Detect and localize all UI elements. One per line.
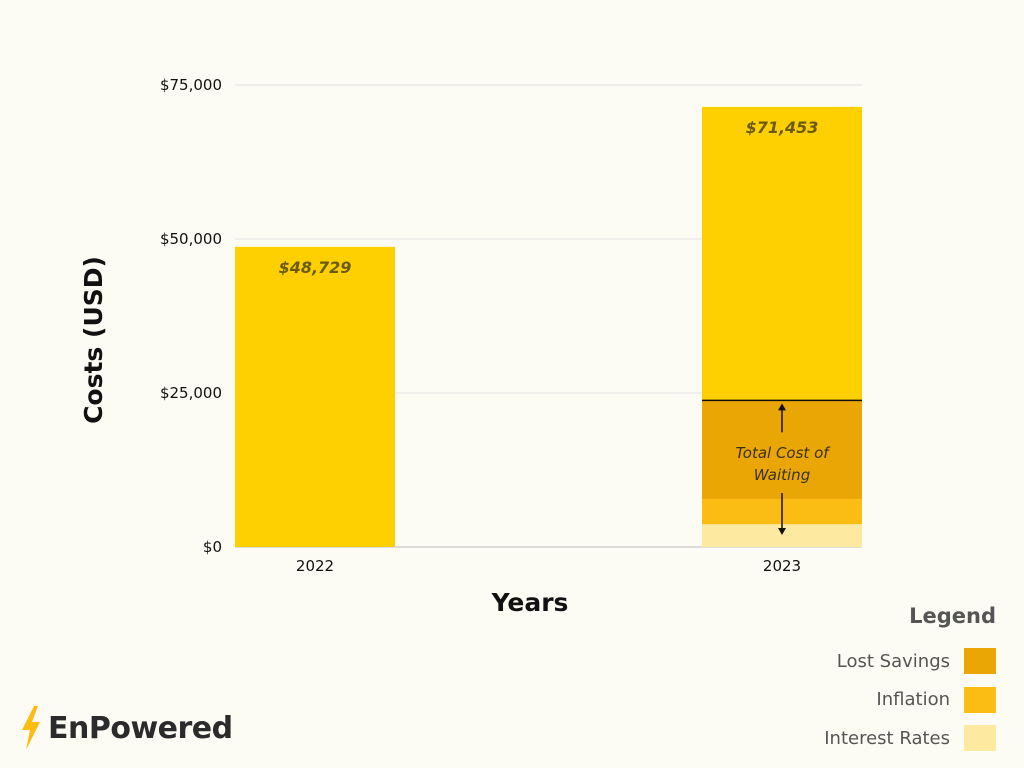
bar-segment bbox=[702, 106, 862, 401]
legend-item-interest-rates: Interest Rates bbox=[736, 725, 996, 751]
lightning-bolt-icon bbox=[22, 706, 40, 750]
legend-item-lost-savings: Lost Savings bbox=[736, 648, 996, 674]
annotation-label: Total Cost of bbox=[735, 444, 831, 462]
brand-name: EnPowered bbox=[48, 710, 233, 746]
x-axis-title: Years bbox=[491, 588, 569, 617]
y-tick-label: $0 bbox=[203, 538, 222, 556]
y-axis-title: Costs (USD) bbox=[79, 256, 108, 424]
annotation-label: Waiting bbox=[754, 466, 810, 484]
data-label: $48,729 bbox=[279, 258, 352, 277]
legend-swatch bbox=[964, 686, 996, 713]
brand-logo: EnPowered bbox=[20, 704, 233, 752]
x-tick-label: 2023 bbox=[763, 557, 801, 575]
legend-title: Legend bbox=[909, 604, 996, 628]
y-tick-label: $75,000 bbox=[160, 76, 222, 94]
data-label: $71,453 bbox=[746, 118, 819, 137]
legend-swatch bbox=[964, 648, 996, 674]
annotation-arrow-up-head bbox=[778, 403, 786, 411]
bar-segment bbox=[702, 524, 862, 547]
annotation-arrow-down-head bbox=[778, 528, 786, 535]
legend-label: Lost Savings bbox=[836, 650, 950, 672]
y-tick-label: $50,000 bbox=[160, 230, 222, 248]
x-tick-label: 2022 bbox=[296, 557, 334, 575]
legend-swatch bbox=[964, 725, 996, 751]
legend-label: Interest Rates bbox=[824, 727, 950, 749]
legend: Legend Lost Savings Inflation Interest R… bbox=[736, 604, 996, 764]
y-tick-label: $25,000 bbox=[160, 384, 222, 402]
legend-item-inflation: Inflation bbox=[736, 686, 996, 713]
bar-segment bbox=[235, 246, 395, 548]
legend-label: Inflation bbox=[876, 689, 950, 710]
